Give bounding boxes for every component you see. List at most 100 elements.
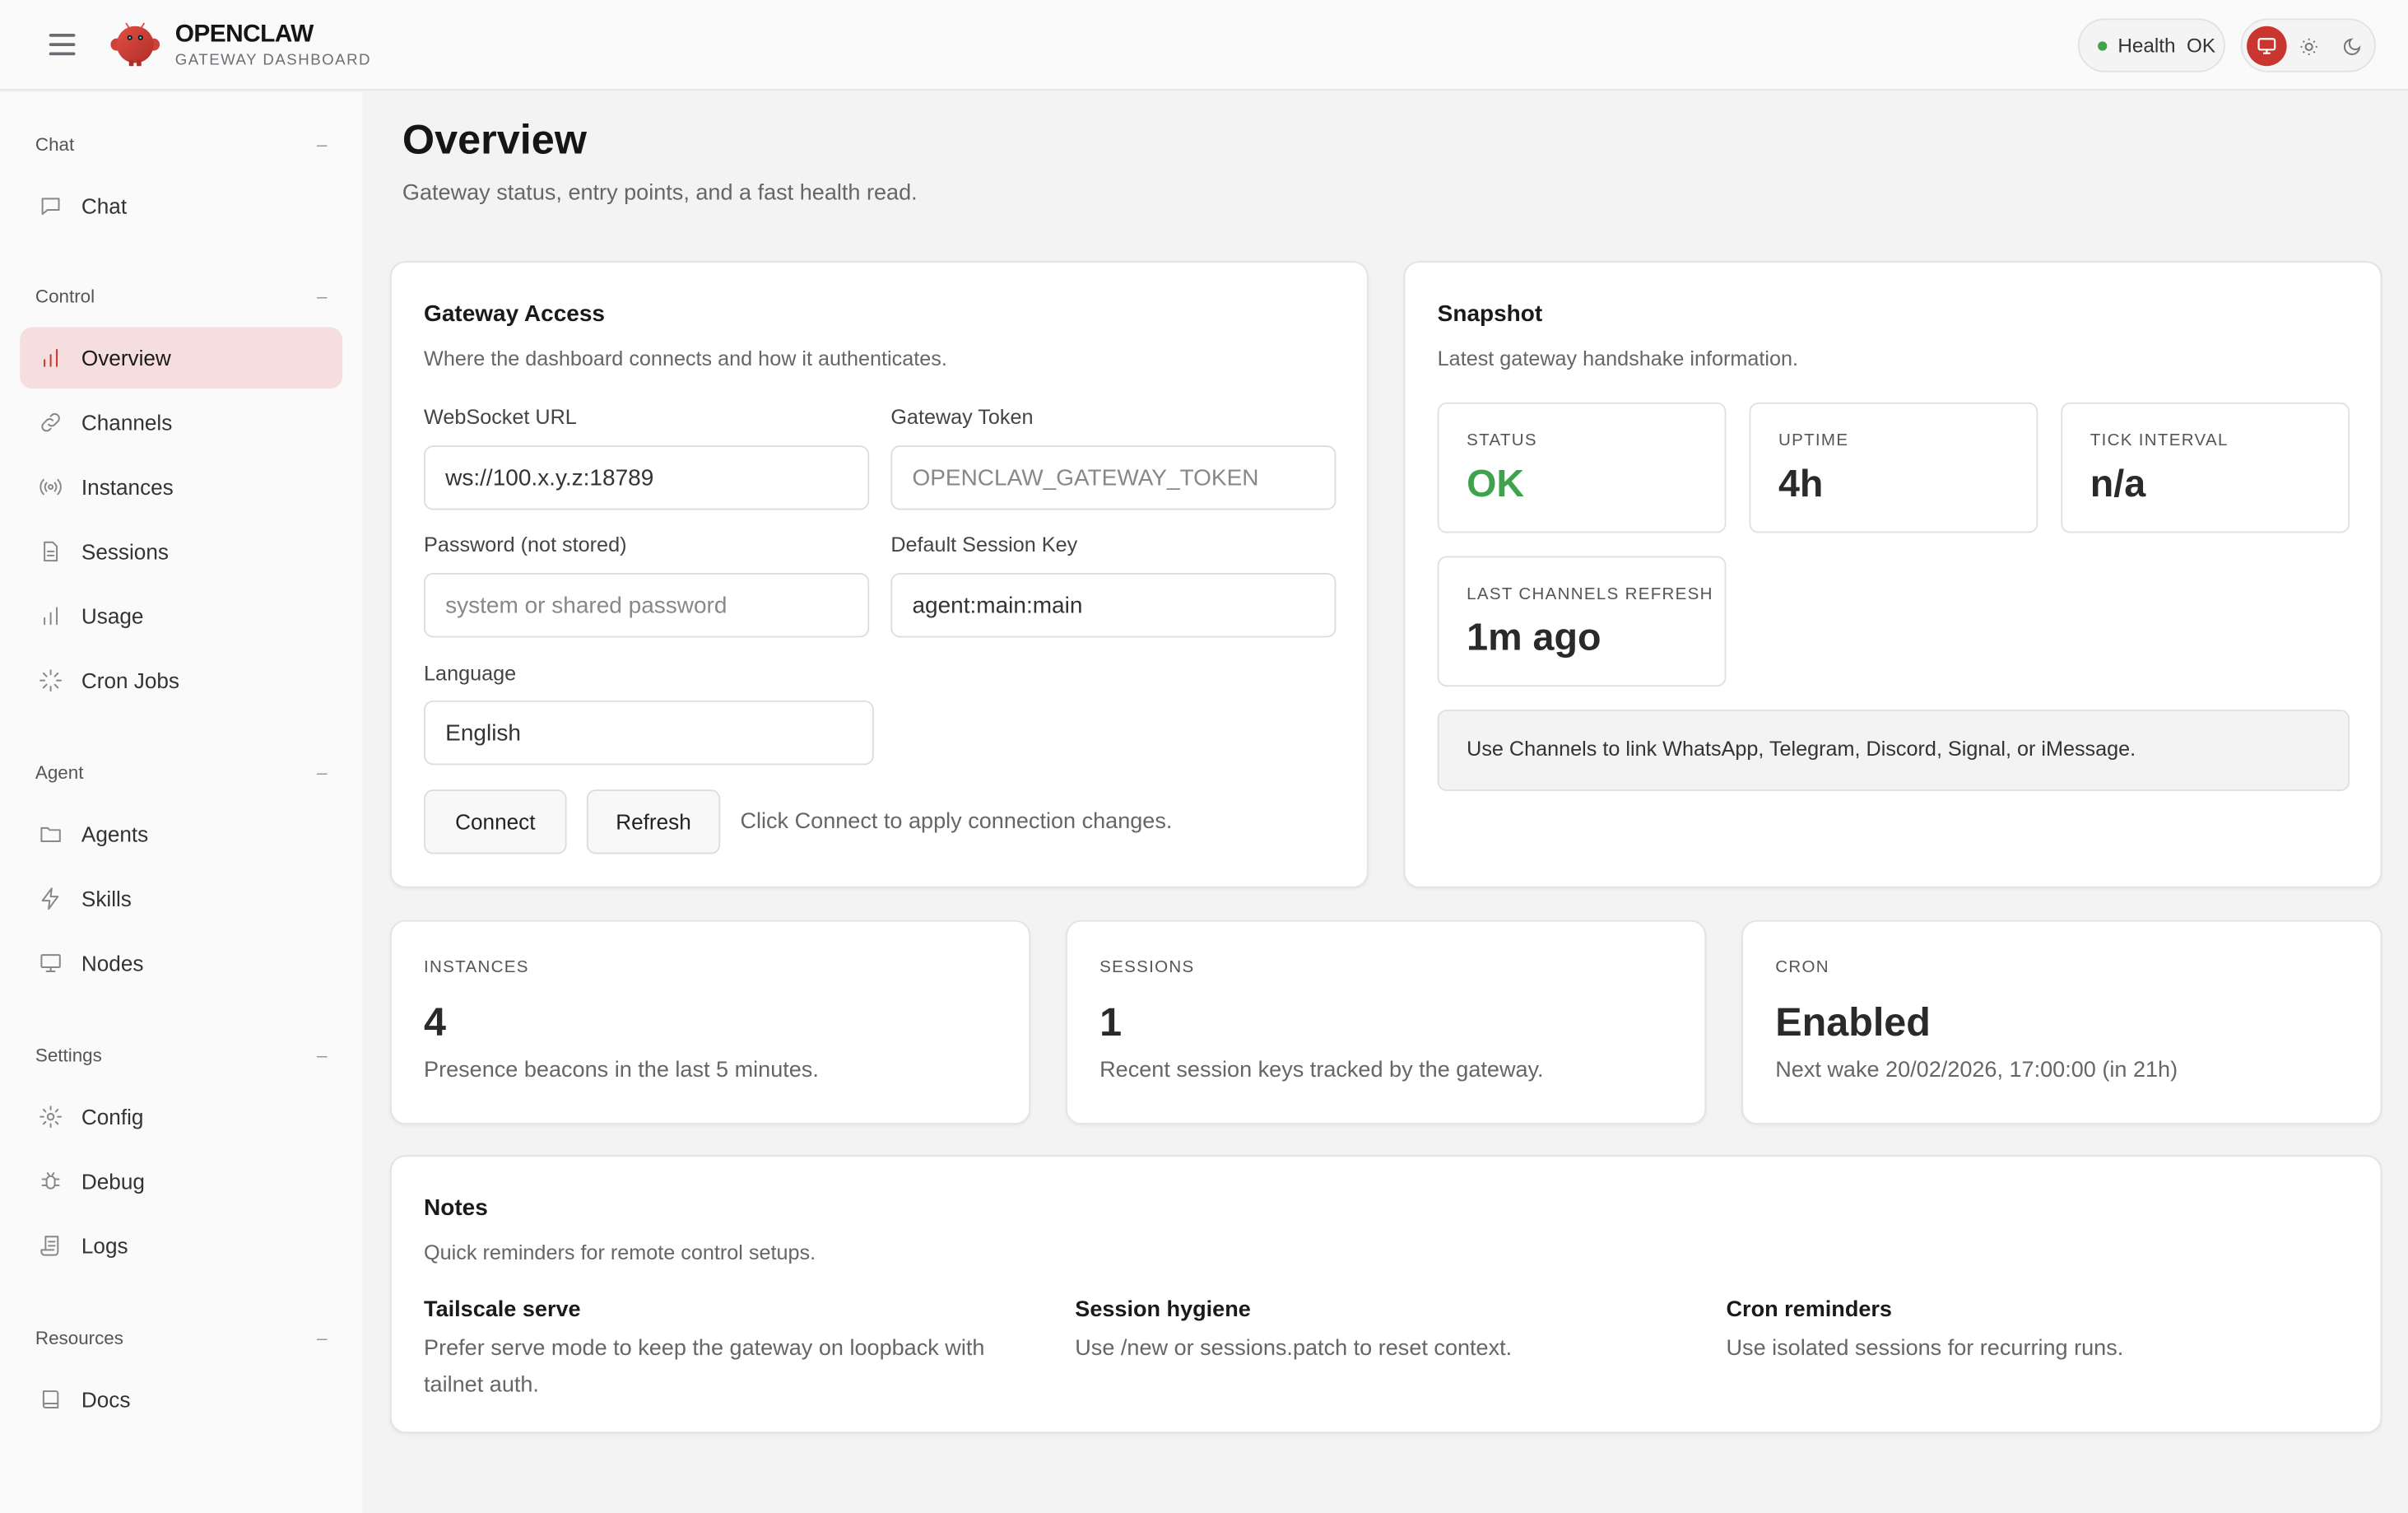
- sidebar-item-overview[interactable]: Overview: [20, 327, 343, 389]
- openclaw-logo: [110, 22, 160, 67]
- sidebar-item-logs[interactable]: Logs: [20, 1215, 342, 1277]
- hamburger-menu-icon[interactable]: [49, 34, 76, 56]
- sidebar-item-agents[interactable]: Agents: [20, 803, 342, 865]
- password-input[interactable]: system or shared password: [424, 573, 870, 638]
- section-title: Resources: [35, 1327, 123, 1349]
- health-label: Health: [2117, 34, 2176, 58]
- page-title: Overview: [402, 116, 587, 163]
- sidebar-item-label: Debug: [81, 1169, 145, 1194]
- cron-card: CRON Enabled Next wake 20/02/2026, 17:00:0…: [1741, 919, 2382, 1124]
- loader-icon: [40, 669, 63, 692]
- sidebar-item-label: Usage: [81, 603, 144, 629]
- card-subtitle: Quick reminders for remote control setup…: [424, 1241, 816, 1264]
- section-title: Chat: [35, 133, 75, 156]
- monitor-icon: [2257, 38, 2276, 54]
- sun-icon: [2299, 37, 2317, 55]
- card-title: Notes: [424, 1194, 488, 1222]
- language-select[interactable]: English: [424, 700, 874, 766]
- summary-desc: Next wake 20/02/2026, 17:00:00 (in 21h): [1775, 1058, 2178, 1083]
- password-label: Password (not stored): [424, 533, 627, 556]
- collapse-icon[interactable]: –: [316, 1327, 328, 1349]
- theme-dark-button[interactable]: [2331, 26, 2372, 67]
- stat-label: UPTIME: [1778, 431, 1849, 450]
- gear-icon: [40, 1106, 63, 1129]
- websocket-url-label: WebSocket URL: [424, 405, 577, 429]
- sidebar-section-control[interactable]: Control –: [35, 286, 328, 307]
- sidebar-item-instances[interactable]: Instances: [20, 456, 342, 518]
- stat-value: 1m ago: [1467, 616, 1601, 659]
- sidebar-section-chat[interactable]: Chat –: [35, 133, 328, 155]
- brand-subtitle: GATEWAY DASHBOARD: [174, 52, 372, 69]
- session-key-input[interactable]: agent:main:main: [890, 573, 1336, 638]
- sidebar-item-skills[interactable]: Skills: [20, 868, 342, 929]
- collapse-icon[interactable]: –: [316, 1044, 328, 1067]
- bar-chart-icon: [44, 607, 58, 626]
- sidebar-item-label: Logs: [81, 1233, 128, 1259]
- sidebar-item-label: Overview: [81, 345, 171, 370]
- collapse-icon[interactable]: –: [316, 133, 328, 156]
- theme-system-button[interactable]: [2247, 26, 2287, 67]
- sidebar-item-sessions[interactable]: Sessions: [20, 521, 342, 583]
- sidebar-item-nodes[interactable]: Nodes: [20, 933, 342, 994]
- websocket-url-input[interactable]: ws://100.x.y.z:18789: [424, 445, 870, 510]
- status-dot-icon: [2098, 40, 2108, 50]
- sidebar-item-label: Cron Jobs: [81, 668, 179, 693]
- sidebar-section-resources[interactable]: Resources –: [35, 1327, 328, 1348]
- collapse-icon[interactable]: –: [316, 761, 328, 784]
- stat-value: n/a: [2090, 462, 2146, 505]
- sidebar-item-debug[interactable]: Debug: [20, 1151, 342, 1213]
- notes-card: Notes Quick reminders for remote control…: [389, 1155, 2382, 1434]
- stat-value: OK: [1467, 462, 1525, 505]
- sidebar-item-label: Skills: [81, 886, 132, 911]
- summary-value: 4: [424, 998, 447, 1045]
- theme-switcher: [2240, 18, 2376, 72]
- stat-label: TICK INTERVAL: [2090, 431, 2229, 450]
- sidebar-section-agent[interactable]: Agent –: [35, 762, 328, 784]
- summary-label: SESSIONS: [1099, 958, 1195, 977]
- moon-icon: [2343, 37, 2360, 54]
- summary-desc: Presence beacons in the last 5 minutes.: [424, 1058, 819, 1083]
- stat-label: STATUS: [1467, 431, 1537, 450]
- page-subtitle: Gateway status, entry points, and a fast…: [402, 181, 918, 207]
- theme-light-button[interactable]: [2288, 26, 2328, 67]
- note-title: Session hygiene: [1075, 1297, 1251, 1323]
- sidebar-item-chat[interactable]: Chat: [20, 175, 342, 237]
- brand-name: OPENCLAW: [174, 21, 314, 48]
- file-icon: [44, 541, 58, 562]
- session-key-label: Default Session Key: [890, 533, 1078, 556]
- card-subtitle: Where the dashboard connects and how it …: [424, 347, 947, 370]
- health-badge: Health OK: [2077, 18, 2225, 72]
- book-icon: [42, 1390, 59, 1408]
- summary-label: CRON: [1775, 958, 1829, 977]
- section-title: Agent: [35, 761, 84, 784]
- connect-button[interactable]: Connect: [424, 789, 567, 854]
- stat-status: STATUS OK: [1437, 402, 1727, 533]
- snapshot-card: Snapshot Latest gateway handshake inform…: [1403, 261, 2382, 888]
- sidebar-item-label: Config: [81, 1104, 144, 1129]
- section-title: Control: [35, 286, 95, 308]
- stat-last-channels-refresh: LAST CHANNELS REFRESH 1m ago: [1437, 556, 1727, 687]
- sidebar-section-settings[interactable]: Settings –: [35, 1045, 328, 1066]
- sidebar-item-docs[interactable]: Docs: [20, 1369, 342, 1431]
- sidebar-item-usage[interactable]: Usage: [20, 585, 342, 647]
- summary-desc: Recent session keys tracked by the gatew…: [1099, 1058, 1544, 1083]
- instances-card: INSTANCES 4 Presence beacons in the last 5…: [389, 919, 1031, 1124]
- scroll-icon: [40, 1236, 59, 1256]
- note-desc: Prefer serve mode to keep the gateway on…: [424, 1336, 985, 1399]
- sidebar-item-label: Instances: [81, 474, 174, 500]
- gateway-token-input[interactable]: OPENCLAW_GATEWAY_TOKEN: [890, 445, 1336, 510]
- sidebar-item-config[interactable]: Config: [20, 1086, 342, 1148]
- card-title: Gateway Access: [424, 300, 605, 328]
- refresh-button[interactable]: Refresh: [586, 789, 721, 854]
- sidebar: Chat – Chat Control – Overview Channels Instanc…: [0, 91, 363, 1513]
- sidebar-item-cron-jobs[interactable]: Cron Jobs: [20, 649, 342, 711]
- summary-label: INSTANCES: [424, 958, 529, 977]
- stat-label: LAST CHANNELS REFRESH: [1467, 584, 1713, 604]
- top-bar: OPENCLAW GATEWAY DASHBOARD Health OK: [0, 0, 2408, 91]
- sidebar-item-label: Nodes: [81, 951, 144, 975]
- bug-icon: [41, 1172, 60, 1189]
- collapse-icon[interactable]: –: [316, 286, 328, 308]
- note-desc: Use isolated sessions for recurring runs…: [1726, 1336, 2124, 1362]
- sidebar-item-channels[interactable]: Channels: [20, 392, 342, 454]
- summary-value: 1: [1099, 998, 1123, 1045]
